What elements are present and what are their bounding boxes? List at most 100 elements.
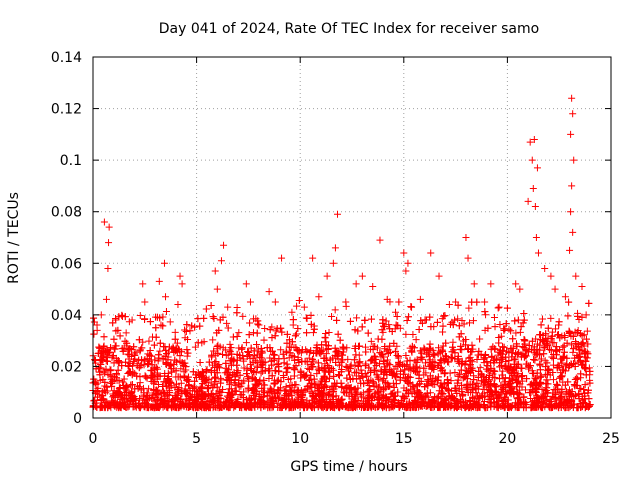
data-point (424, 382, 432, 390)
data-point (525, 363, 533, 371)
data-point (208, 353, 216, 361)
data-point (125, 351, 133, 359)
data-point (409, 383, 417, 391)
data-point (507, 327, 515, 335)
data-point (141, 372, 149, 380)
data-point (402, 386, 410, 394)
data-point (563, 339, 571, 347)
data-point (295, 359, 303, 367)
data-point (121, 313, 129, 321)
data-point (285, 343, 293, 351)
data-point (159, 387, 167, 395)
data-point (126, 345, 134, 353)
data-point (352, 368, 360, 376)
data-point (437, 394, 445, 402)
data-point (243, 370, 251, 378)
data-point (449, 343, 457, 351)
data-point (536, 331, 544, 339)
data-point (457, 342, 465, 350)
data-point (150, 341, 158, 349)
data-point (544, 342, 552, 350)
data-point (509, 335, 517, 343)
data-point (547, 335, 555, 343)
data-point (273, 399, 281, 407)
data-point (527, 388, 535, 396)
data-point (207, 367, 215, 375)
data-point (357, 379, 365, 387)
data-point (580, 385, 588, 393)
data-point (159, 322, 167, 330)
data-point (194, 392, 202, 400)
data-point (279, 350, 287, 358)
data-point (156, 347, 164, 355)
data-point (131, 351, 139, 359)
data-point (316, 380, 324, 388)
data-point (219, 385, 227, 393)
data-point (236, 371, 244, 379)
data-point (212, 377, 220, 385)
data-point (142, 373, 150, 381)
data-point (181, 326, 189, 334)
data-point (219, 313, 227, 321)
data-point (330, 372, 338, 380)
data-point (156, 314, 164, 322)
data-point (350, 356, 358, 364)
data-point (421, 383, 429, 391)
data-point (410, 344, 418, 352)
data-point (560, 395, 568, 403)
data-point (427, 377, 435, 385)
data-point (548, 353, 556, 361)
data-point (444, 376, 452, 384)
data-point (351, 361, 359, 369)
data-point (451, 369, 459, 377)
data-point (266, 404, 274, 412)
data-point (566, 390, 574, 398)
data-point (496, 363, 504, 371)
data-point (293, 302, 301, 310)
data-point (202, 305, 210, 313)
data-point (482, 351, 490, 359)
data-point (184, 349, 192, 357)
data-point (561, 367, 569, 375)
data-point (274, 390, 282, 398)
data-point (155, 354, 163, 362)
data-point (549, 354, 557, 362)
data-point (488, 352, 496, 360)
data-point (242, 339, 250, 347)
data-point (312, 349, 320, 357)
data-point (532, 351, 540, 359)
data-point (312, 392, 320, 400)
data-point (537, 404, 545, 412)
data-point (380, 322, 388, 330)
data-point (481, 308, 489, 316)
data-point (119, 378, 127, 386)
data-point (574, 312, 582, 320)
data-point (473, 298, 481, 306)
data-point (559, 352, 567, 360)
data-point (199, 369, 207, 377)
data-point (550, 376, 558, 384)
data-point (344, 355, 352, 363)
data-point (181, 399, 189, 407)
data-point (268, 334, 276, 342)
data-point (333, 316, 341, 324)
data-point (538, 397, 546, 405)
data-point (422, 359, 430, 367)
data-point (112, 342, 120, 350)
data-point (444, 379, 452, 387)
data-point (254, 317, 262, 325)
data-point (105, 402, 113, 410)
data-point (468, 393, 476, 401)
data-point (358, 369, 366, 377)
data-point (194, 339, 202, 347)
data-point (352, 351, 360, 359)
data-point (213, 329, 221, 337)
data-point (207, 301, 215, 309)
data-point (377, 387, 385, 395)
data-point (373, 371, 381, 379)
data-point (401, 374, 409, 382)
data-point (97, 403, 105, 411)
data-point (213, 342, 221, 350)
data-point (291, 332, 299, 340)
data-point (543, 396, 551, 404)
